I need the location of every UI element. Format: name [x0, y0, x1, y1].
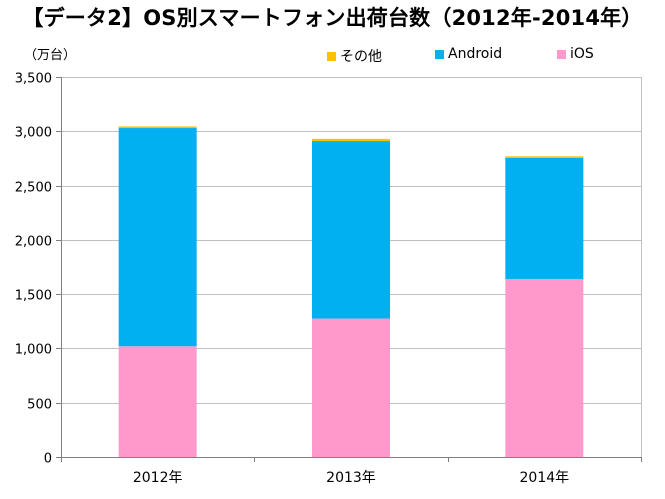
x-tick-label: 2012年	[133, 470, 183, 486]
y-tick-label: 3,500	[15, 72, 52, 87]
bar-segment-ios	[505, 278, 584, 457]
y-tick-label: 1,000	[15, 343, 52, 358]
bar-segment-other	[118, 126, 197, 129]
legend-item-android: Android	[435, 46, 502, 62]
bar-segment-ios	[118, 346, 197, 457]
y-tick-label: 1,500	[15, 289, 52, 304]
y-tick-label: 0	[44, 452, 52, 467]
y-axis-unit-label: （万台）	[24, 48, 77, 63]
y-tick-label: 3,000	[15, 126, 52, 141]
x-tick-label: 2014年	[520, 470, 570, 486]
legend-swatch-android	[435, 49, 444, 59]
y-tick-label: 2,500	[15, 181, 52, 196]
axes	[56, 77, 642, 462]
legend-item-other: その他	[327, 46, 382, 66]
bar-segment-ios	[312, 318, 390, 457]
legend-label-android: Android	[448, 46, 503, 62]
bar-segment-other	[505, 156, 584, 158]
legend-label-ios: iOS	[570, 46, 594, 62]
chart-legend: その他 Android iOS	[0, 46, 665, 66]
legend-swatch-ios	[557, 49, 566, 59]
y-tick-label: 2,000	[15, 235, 52, 250]
legend-item-ios: iOS	[557, 46, 594, 62]
legend-label-other: その他	[340, 49, 382, 65]
bar-segment-other	[312, 138, 390, 142]
legend-swatch-other	[327, 51, 336, 61]
bar-segment-android	[505, 157, 584, 279]
y-tick-label: 500	[27, 398, 52, 413]
bar-segment-android	[312, 141, 390, 319]
tick-labels: 0 500 1,000 1,500 2,000 2,500 3,000 3,500 2012年 2…	[15, 72, 569, 487]
chart-title: 【データ2】OS別スマートフォン出荷台数（2012年-2014年）	[22, 6, 643, 30]
bars	[118, 126, 584, 457]
bar-segment-android	[118, 128, 197, 347]
x-tick-label: 2013年	[326, 470, 376, 486]
